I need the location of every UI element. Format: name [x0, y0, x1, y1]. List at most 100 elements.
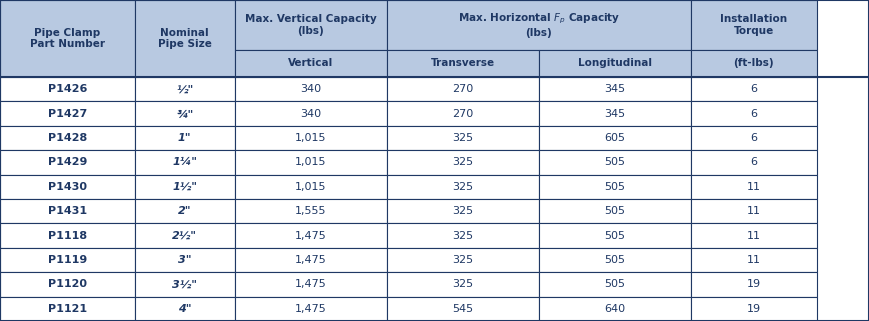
Text: P1428: P1428	[48, 133, 87, 143]
Bar	[135, 199, 235, 223]
Bar	[691, 199, 817, 223]
Text: 1,475: 1,475	[295, 279, 327, 290]
Text: P1426: P1426	[48, 84, 87, 94]
Text: 505: 505	[604, 182, 626, 192]
Text: 345: 345	[604, 84, 626, 94]
Text: 6: 6	[750, 157, 758, 168]
Text: P1430: P1430	[48, 182, 87, 192]
Text: ¾": ¾"	[176, 108, 193, 119]
Bar	[0, 101, 135, 126]
Bar	[135, 101, 235, 126]
Text: 325: 325	[452, 255, 474, 265]
Text: 505: 505	[604, 255, 626, 265]
Text: 325: 325	[452, 133, 474, 143]
Bar	[387, 150, 539, 175]
Bar	[539, 297, 691, 321]
Text: 6: 6	[750, 108, 758, 119]
Bar	[387, 199, 539, 223]
Text: 3": 3"	[178, 255, 191, 265]
Text: 340: 340	[300, 108, 322, 119]
Text: ½": ½"	[176, 84, 193, 94]
Bar	[235, 126, 387, 150]
Bar	[387, 272, 539, 297]
Bar	[387, 223, 539, 248]
Bar	[387, 0, 691, 50]
Text: P1427: P1427	[48, 108, 87, 119]
Text: 19: 19	[746, 304, 761, 314]
Bar	[135, 77, 235, 101]
Text: P1119: P1119	[48, 255, 87, 265]
Bar	[135, 150, 235, 175]
Bar	[235, 199, 387, 223]
Text: 3½": 3½"	[172, 279, 197, 290]
Bar	[691, 150, 817, 175]
Text: 6: 6	[750, 84, 758, 94]
Text: P1120: P1120	[48, 279, 87, 290]
Bar	[0, 150, 135, 175]
Bar	[235, 77, 387, 101]
Text: Max. Vertical Capacity
(lbs): Max. Vertical Capacity (lbs)	[245, 14, 376, 36]
Text: 325: 325	[452, 182, 474, 192]
Bar	[387, 77, 539, 101]
Text: 11: 11	[746, 182, 761, 192]
Text: 1¼": 1¼"	[172, 157, 197, 168]
Text: 11: 11	[746, 206, 761, 216]
Bar	[235, 150, 387, 175]
Bar	[539, 248, 691, 272]
Text: P1429: P1429	[48, 157, 87, 168]
Bar	[0, 126, 135, 150]
Bar	[235, 297, 387, 321]
Text: Vertical: Vertical	[288, 58, 334, 68]
Text: 325: 325	[452, 279, 474, 290]
Text: 1,015: 1,015	[295, 157, 327, 168]
Text: 11: 11	[746, 255, 761, 265]
Text: 1,015: 1,015	[295, 133, 327, 143]
Text: 2": 2"	[178, 206, 191, 216]
Bar	[235, 50, 387, 77]
Bar	[539, 101, 691, 126]
Bar	[691, 77, 817, 101]
Bar	[235, 272, 387, 297]
Bar	[539, 199, 691, 223]
Text: 4": 4"	[178, 304, 191, 314]
Bar	[135, 175, 235, 199]
Bar	[387, 175, 539, 199]
Text: 325: 325	[452, 157, 474, 168]
Bar	[691, 0, 817, 50]
Bar	[691, 175, 817, 199]
Bar	[135, 223, 235, 248]
Text: 270: 270	[452, 108, 474, 119]
Bar	[691, 248, 817, 272]
Text: 505: 505	[604, 279, 626, 290]
Text: 1,475: 1,475	[295, 255, 327, 265]
Bar	[539, 50, 691, 77]
Bar	[691, 126, 817, 150]
Text: 19: 19	[746, 279, 761, 290]
Text: 1": 1"	[178, 133, 191, 143]
Bar	[135, 0, 235, 77]
Bar	[691, 50, 817, 77]
Bar	[691, 297, 817, 321]
Text: 1,555: 1,555	[295, 206, 327, 216]
Text: 1,475: 1,475	[295, 230, 327, 241]
Bar	[0, 248, 135, 272]
Bar	[539, 126, 691, 150]
Text: 325: 325	[452, 230, 474, 241]
Bar	[539, 272, 691, 297]
Text: 270: 270	[452, 84, 474, 94]
Text: 11: 11	[746, 230, 761, 241]
Bar	[387, 126, 539, 150]
Text: Pipe Clamp
Part Number: Pipe Clamp Part Number	[30, 28, 105, 49]
Bar	[235, 175, 387, 199]
Text: 605: 605	[604, 133, 626, 143]
Bar	[691, 223, 817, 248]
Bar	[0, 0, 135, 77]
Bar	[0, 175, 135, 199]
Text: 545: 545	[452, 304, 474, 314]
Text: 505: 505	[604, 206, 626, 216]
Bar	[539, 223, 691, 248]
Bar	[691, 272, 817, 297]
Bar	[387, 248, 539, 272]
Text: 640: 640	[604, 304, 626, 314]
Text: P1118: P1118	[48, 230, 87, 241]
